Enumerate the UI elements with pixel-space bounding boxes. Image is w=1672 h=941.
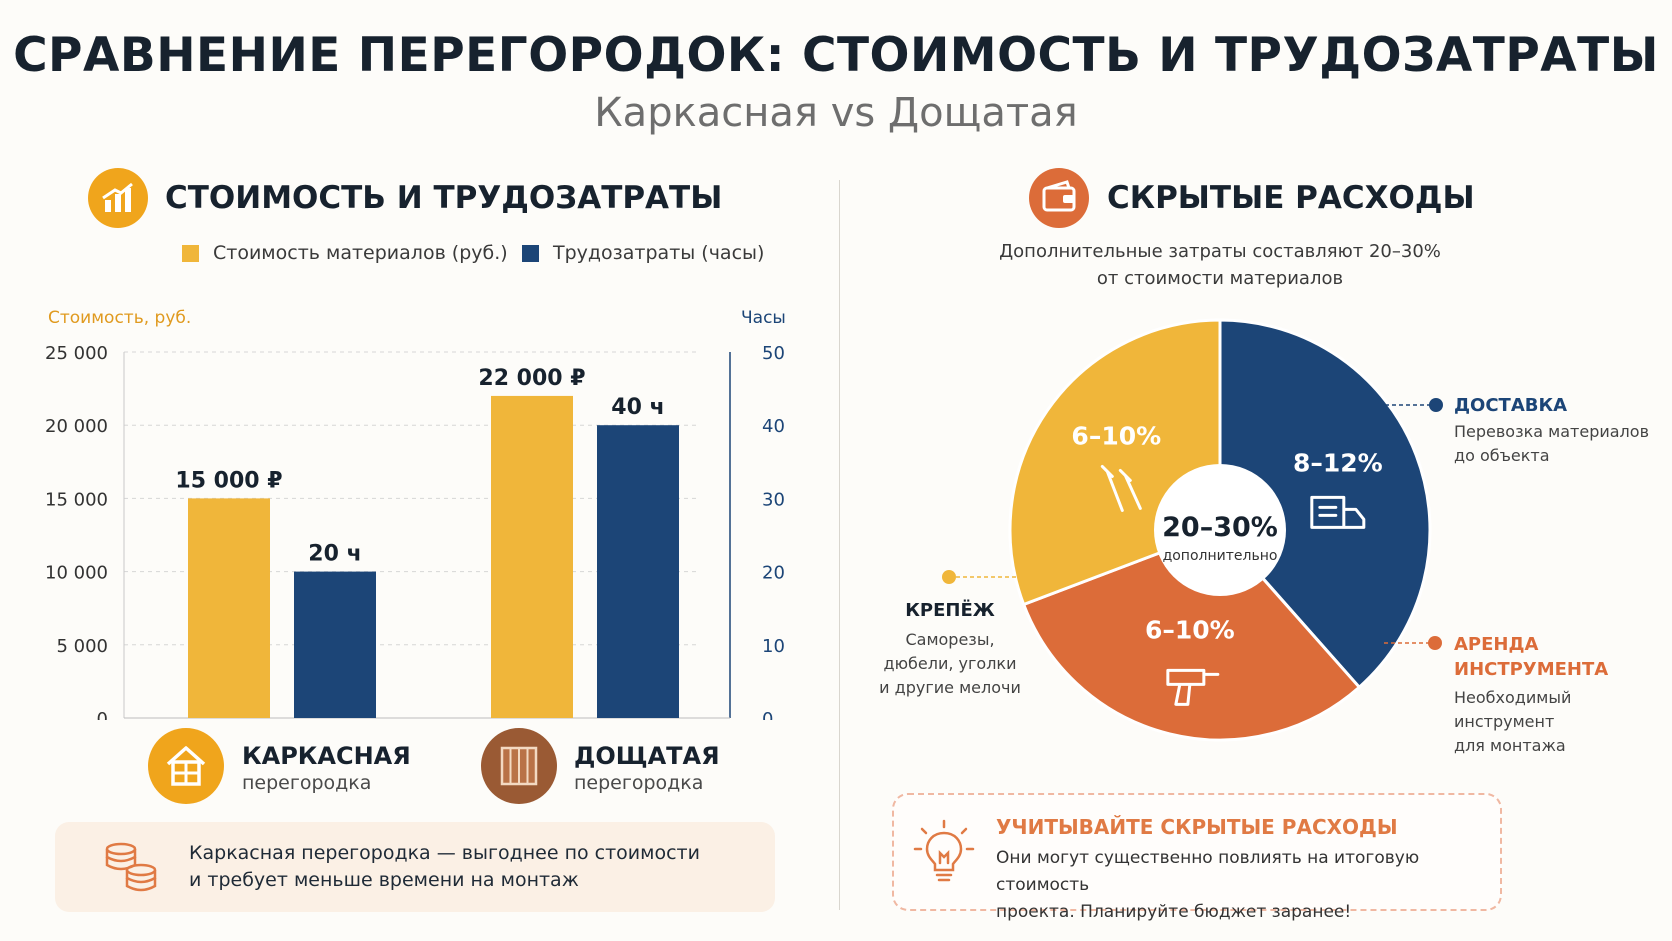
delivery-leader [1385, 398, 1443, 412]
screws-icon-shape [1100, 464, 1142, 512]
summary-line-1: Каркасная перегородка — выгоднее по стои… [189, 842, 700, 864]
section-divider [839, 180, 840, 910]
screws-icon [1100, 464, 1142, 512]
y-tick-right: 0 [762, 709, 773, 720]
page-title: СРАВНЕНИЕ ПЕРЕГОРОДОК: СТОИМОСТЬ И ТРУДО… [13, 28, 1659, 83]
bar-cost [188, 498, 270, 718]
bar-cost [491, 395, 573, 718]
legend-label-hours: Трудозатраты (часы) [553, 242, 765, 264]
legend-hours: Трудозатраты (часы) [522, 242, 764, 264]
tip-title: УЧИТЫВАЙТЕ СКРЫТЫЕ РАСХОДЫ [996, 815, 1398, 839]
summary-line-2: и требует меньше времени на монтаж [189, 869, 579, 891]
bar-value-label: 15 000 ₽ [175, 468, 282, 493]
tools-title-2: ИНСТРУМЕНТА [1454, 659, 1609, 680]
fasteners-leader [942, 570, 1018, 584]
fasteners-text: Саморезы, дюбели, уголки и другие мелочи [870, 628, 1030, 700]
category-name-frame: КАРКАСНАЯ [242, 742, 411, 770]
bar-hours [597, 425, 679, 718]
house-icon [148, 728, 224, 804]
planks-icon [481, 728, 557, 804]
tip-box: УЧИТЫВАЙТЕ СКРЫТЫЕ РАСХОДЫ Они могут сущ… [892, 793, 1502, 922]
pie-slice [1218, 318, 1432, 690]
y-axis-left-title: Стоимость, руб. [48, 308, 192, 328]
fasteners-line-3: и другие мелочи [879, 678, 1021, 697]
drill-icon [1166, 668, 1220, 706]
y-tick-left: 20 000 [45, 416, 108, 437]
bar-value-label: 20 ч [308, 542, 361, 567]
y-tick-right: 50 [762, 343, 785, 364]
fasteners-line-1: Саморезы, [905, 630, 995, 649]
hidden-costs-note: Дополнительные затраты составляют 20–30%… [980, 238, 1460, 292]
coins-icon [101, 840, 161, 900]
legend-swatch-cost [182, 244, 199, 262]
legend-cost: Стоимость материалов (руб.) [182, 242, 508, 264]
tools-title-1: АРЕНДА [1454, 634, 1539, 655]
truck-icon [1310, 495, 1366, 529]
pie-chart: 8–12% 6–10% 6–10% 20–30% дополнительно [1008, 318, 1432, 742]
page-subtitle: Каркасная vs Дощатая [594, 90, 1078, 136]
hidden-costs-title: СКРЫТЫЕ РАСХОДЫ [1107, 180, 1475, 216]
bar-chart-icon [88, 168, 148, 228]
delivery-text: Перевозка материалов до объекта [1454, 420, 1649, 468]
legend-swatch-hours [522, 244, 539, 262]
pie-center-sub: дополнительно [1163, 548, 1278, 564]
y-tick-right: 10 [762, 636, 785, 657]
y-axis-right-title: Часы [741, 308, 786, 328]
bar-value-label: 22 000 ₽ [478, 366, 585, 391]
truck-icon-shape [1310, 495, 1366, 529]
fasteners-title: КРЕПЁЖ [905, 600, 995, 621]
summary-text: Каркасная перегородка — выгоднее по стои… [189, 840, 700, 894]
cost-section-title: СТОИМОСТЬ И ТРУДОЗАТРАТЫ [165, 180, 723, 216]
summary-box: Каркасная перегородка — выгоднее по стои… [55, 822, 775, 912]
y-tick-left: 15 000 [45, 489, 108, 510]
delivery-line-1: Перевозка материалов [1454, 422, 1649, 441]
pie-slice-label: 8–12% [1293, 448, 1383, 477]
fasteners-line-2: дюбели, уголки [883, 654, 1017, 673]
wallet-icon [1029, 168, 1089, 228]
legend-label-cost: Стоимость материалов (руб.) [213, 242, 508, 264]
pie-center-circle [1154, 464, 1286, 596]
pie-slice-label: 6–10% [1145, 615, 1235, 644]
tools-line-2: для монтажа [1454, 736, 1566, 755]
lightbulb-icon [912, 817, 976, 891]
y-tick-left: 5 000 [56, 636, 108, 657]
category-sub-plank: перегородка [574, 772, 704, 794]
category-name-plank: ДОЩАТАЯ [574, 742, 720, 770]
tools-text: Необходимый инструмент для монтажа [1454, 686, 1672, 758]
y-tick-right: 30 [762, 489, 785, 510]
tools-leader [1384, 636, 1442, 650]
y-tick-right: 20 [762, 563, 785, 584]
tip-text: Они могут существенно повлиять на итогов… [996, 845, 1500, 926]
tools-line-1: Необходимый инструмент [1454, 688, 1572, 731]
bar-hours [294, 571, 376, 718]
pie-center-value: 20–30% [1162, 512, 1278, 543]
drill-icon-shape [1166, 668, 1220, 706]
y-tick-left: 25 000 [45, 343, 108, 364]
delivery-line-2: до объекта [1454, 446, 1550, 465]
y-tick-left: 0 [97, 709, 108, 720]
bar-value-label: 40 ч [611, 395, 664, 420]
pie-slice [1021, 528, 1362, 742]
tip-line-1: Они могут существенно повлиять на итогов… [996, 848, 1420, 895]
pie-slice-label: 6–10% [1071, 421, 1161, 450]
y-tick-left: 10 000 [45, 563, 108, 584]
delivery-title: ДОСТАВКА [1454, 395, 1568, 416]
tools-title: АРЕНДА ИНСТРУМЕНТА [1454, 632, 1608, 682]
note-line-1: Дополнительные затраты составляют 20–30% [999, 241, 1441, 262]
note-line-2: от стоимости материалов [1096, 268, 1344, 289]
category-sub-frame: перегородка [242, 772, 372, 794]
tip-line-2: проекта. Планируйте бюджет заранее! [996, 902, 1352, 922]
bar-chart: 25 000 50 20 000 40 15 000 30 10 000 20 5 000 10 0… [45, 343, 785, 720]
y-tick-right: 40 [762, 416, 785, 437]
